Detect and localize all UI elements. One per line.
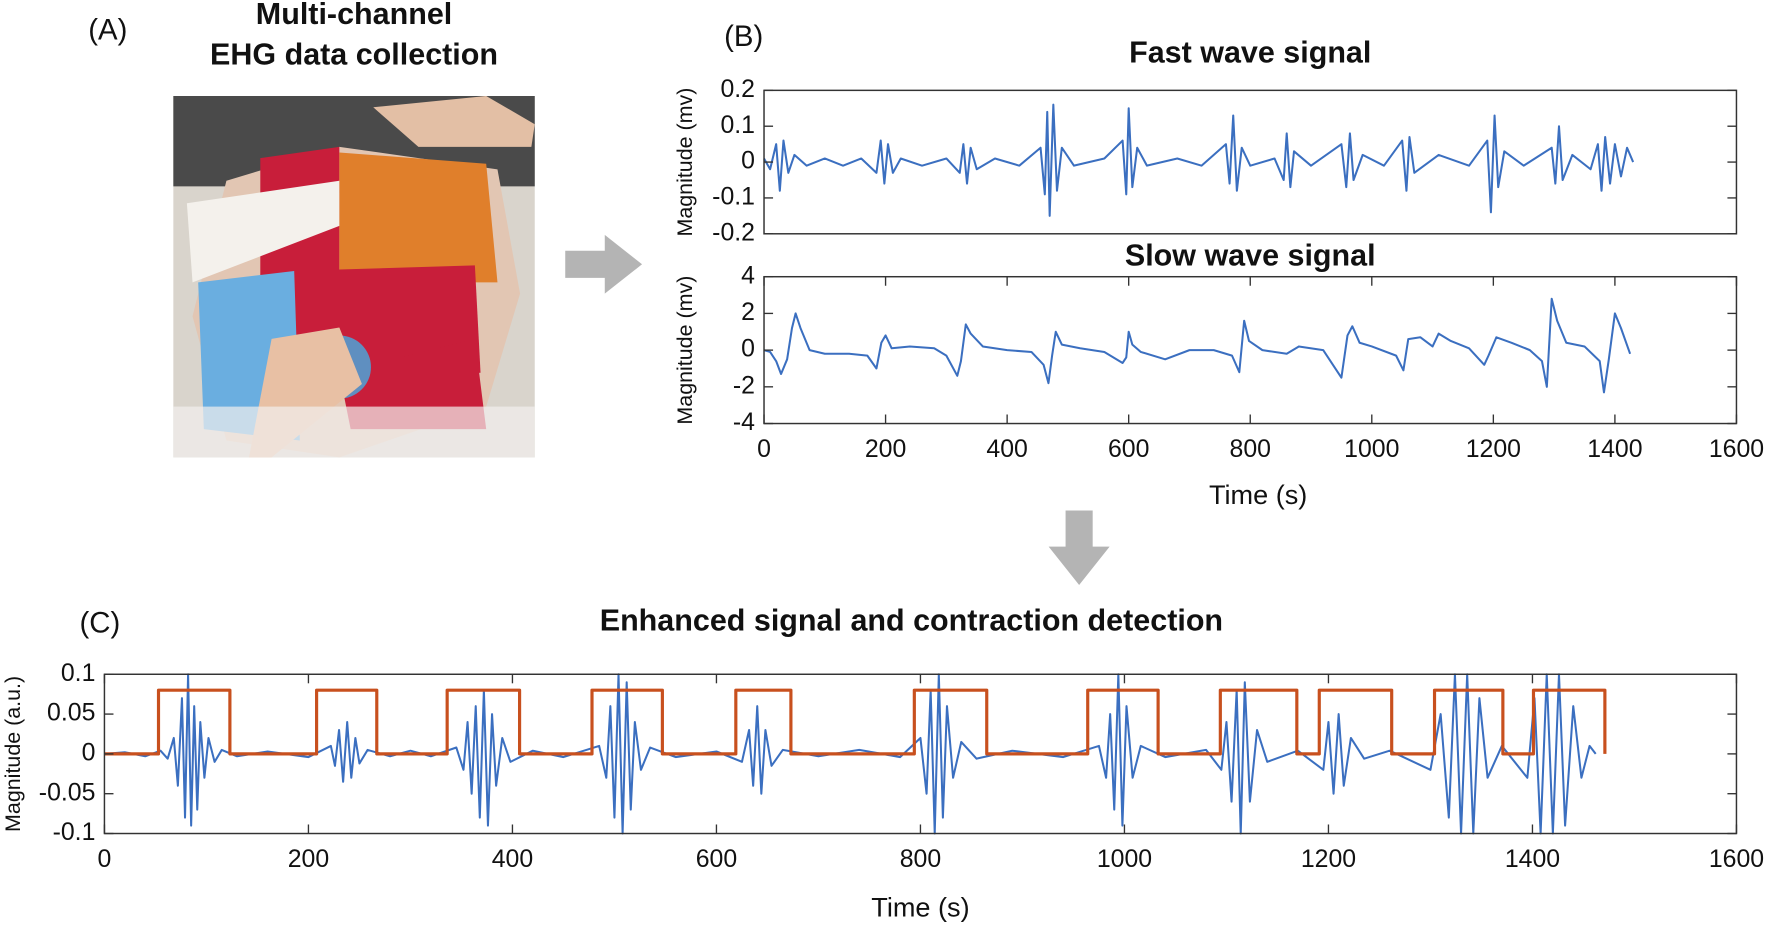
y-tick-label: -0.05 [39, 779, 96, 806]
plot-area [764, 276, 1737, 424]
x-tick-label: 1000 [1097, 846, 1152, 873]
x-tick-label: 1200 [1301, 846, 1356, 873]
photo-title: Multi-channel [256, 0, 452, 31]
y-tick-label: 0.1 [720, 112, 755, 139]
y-axis-label: Magnitude (a.u.) [1, 676, 25, 832]
y-tick-label: 0 [741, 336, 755, 363]
x-tick-label: 400 [492, 846, 533, 873]
y-tick-label: -0.1 [712, 183, 755, 210]
x-tick-label: 200 [865, 436, 906, 463]
y-tick-label: 0.1 [61, 660, 96, 687]
x-tick-label: 0 [98, 846, 112, 873]
y-tick-label: -0.1 [53, 819, 96, 846]
chart-title: Fast wave signal [1129, 35, 1371, 69]
x-axis-label: Time (s) [1209, 479, 1307, 510]
data-line [763, 103, 1635, 217]
panel-label: (B) [724, 20, 763, 53]
y-tick-label: -4 [733, 409, 755, 436]
y-tick-label: 0.05 [47, 700, 95, 727]
x-tick-label: 1000 [1344, 436, 1399, 463]
x-axis-label: Time (s) [871, 891, 969, 922]
photo [173, 96, 535, 458]
chart-title: Enhanced signal and contraction detectio… [600, 603, 1223, 637]
x-tick-label: 1400 [1587, 436, 1642, 463]
x-tick-label: 200 [288, 846, 329, 873]
photo-title: EHG data collection [210, 38, 498, 72]
x-tick-label: 1600 [1709, 846, 1764, 873]
data-line [104, 673, 1597, 835]
y-tick-label: 2 [741, 299, 755, 326]
y-tick-label: -0.2 [712, 219, 755, 246]
x-tick-label: 1400 [1505, 846, 1560, 873]
y-axis-label: Magnitude (mv) [673, 276, 697, 425]
x-tick-label: 800 [1230, 436, 1271, 463]
x-tick-label: 600 [696, 846, 737, 873]
x-tick-label: 400 [986, 436, 1027, 463]
data-line [104, 688, 1607, 756]
chart-title: Slow wave signal [1125, 239, 1376, 273]
panel-label: (A) [88, 13, 127, 46]
y-tick-label: 0.2 [720, 76, 755, 103]
x-tick-label: 1600 [1709, 436, 1764, 463]
panel-label: (C) [80, 606, 121, 639]
x-tick-label: 600 [1108, 436, 1149, 463]
arrow [1048, 510, 1110, 586]
y-tick-label: 0 [82, 739, 96, 766]
data-line [763, 297, 1632, 394]
y-axis-label: Magnitude (mv) [673, 88, 697, 237]
y-tick-label: -2 [733, 372, 755, 399]
x-tick-label: 0 [757, 436, 771, 463]
y-tick-label: 4 [741, 262, 755, 289]
x-tick-label: 1200 [1466, 436, 1521, 463]
y-tick-label: 0 [741, 148, 755, 175]
arrow [565, 234, 643, 294]
plot-area [764, 90, 1737, 234]
x-tick-label: 800 [900, 846, 941, 873]
